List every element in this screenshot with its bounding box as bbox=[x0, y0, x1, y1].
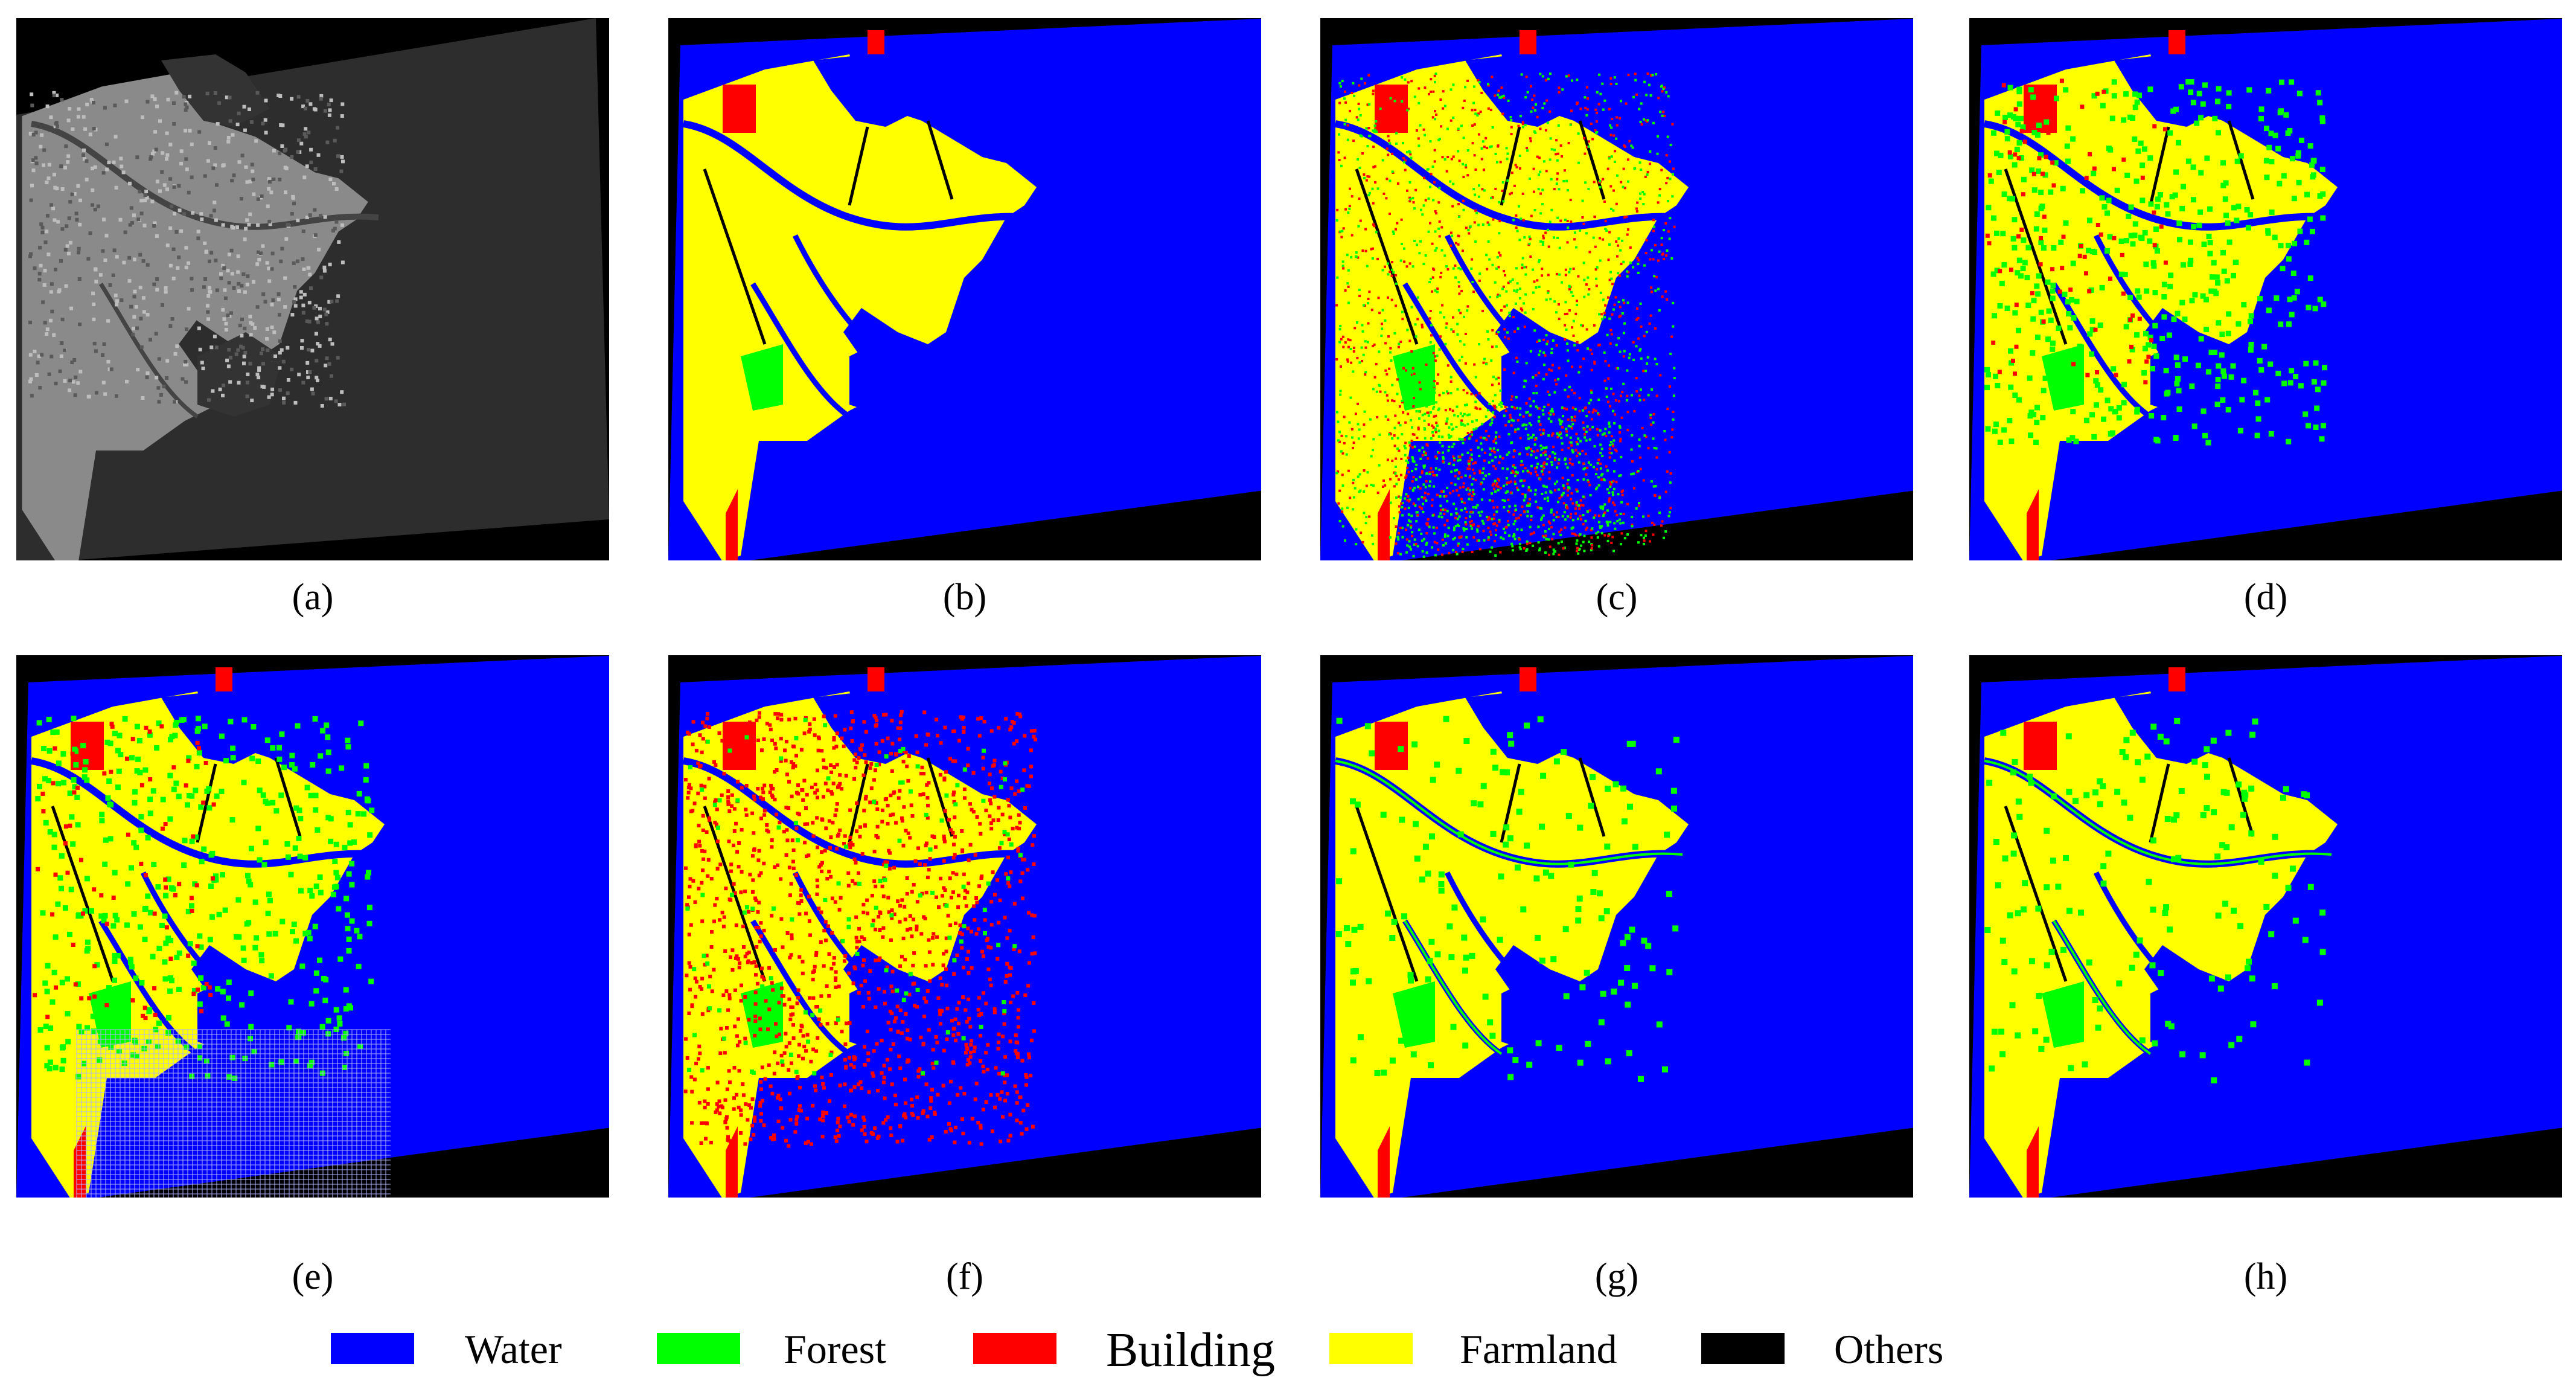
legend-swatch-water bbox=[331, 1333, 414, 1364]
caption-g: (g) bbox=[1594, 1256, 1639, 1297]
caption-e: (e) bbox=[292, 1256, 334, 1297]
panel-g bbox=[1320, 655, 1913, 1198]
panel-d bbox=[1969, 18, 2562, 560]
map-g bbox=[1320, 655, 1913, 1198]
map-a bbox=[16, 18, 609, 560]
panel-a bbox=[16, 18, 609, 560]
map-f bbox=[668, 655, 1261, 1198]
caption-b: (b) bbox=[942, 577, 987, 618]
map-d bbox=[1969, 18, 2562, 560]
panel-e bbox=[16, 655, 609, 1198]
caption-f: (f) bbox=[946, 1256, 983, 1297]
map-e bbox=[16, 655, 609, 1198]
caption-h: (h) bbox=[2243, 1256, 2288, 1297]
legend-swatch-building bbox=[973, 1333, 1056, 1364]
panel-h bbox=[1969, 655, 2562, 1198]
legend-swatch-others bbox=[1701, 1333, 1785, 1364]
caption-d: (d) bbox=[2243, 577, 2288, 618]
panel-f bbox=[668, 655, 1261, 1198]
map-h bbox=[1969, 655, 2562, 1198]
legend-label-forest: Forest bbox=[784, 1326, 886, 1372]
legend-label-water: Water bbox=[465, 1326, 562, 1372]
legend-label-building: Building bbox=[1106, 1324, 1276, 1377]
legend-label-farmland: Farmland bbox=[1460, 1326, 1617, 1372]
map-b bbox=[668, 18, 1261, 560]
map-c bbox=[1320, 18, 1913, 560]
panel-b bbox=[668, 18, 1261, 560]
legend-label-others: Others bbox=[1834, 1326, 1944, 1372]
panel-c bbox=[1320, 18, 1913, 560]
caption-a: (a) bbox=[292, 577, 334, 618]
caption-c: (c) bbox=[1596, 577, 1638, 618]
legend-swatch-forest bbox=[657, 1333, 740, 1364]
legend-swatch-farmland bbox=[1329, 1333, 1413, 1364]
